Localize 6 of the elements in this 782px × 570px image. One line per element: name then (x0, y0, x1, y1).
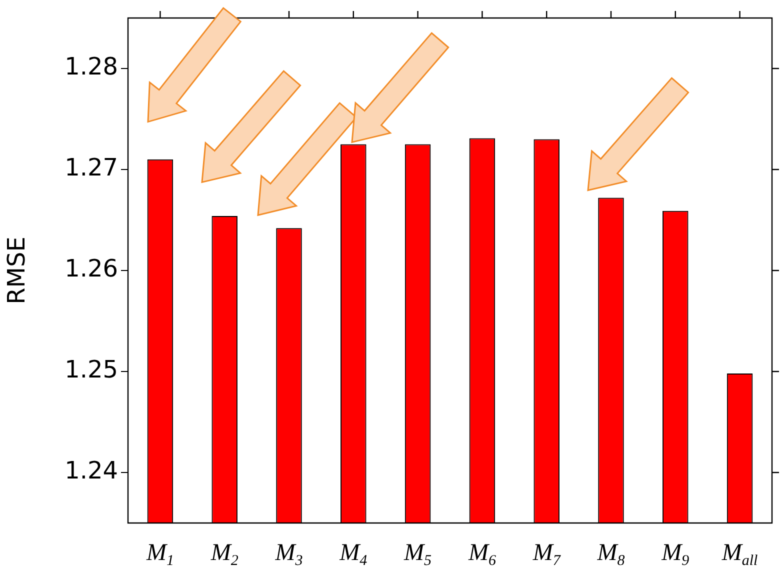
y-tick-label: 1.26 (64, 254, 118, 283)
y-tick-label: 1.27 (64, 154, 118, 182)
y-tick-label: 1.28 (64, 52, 118, 81)
y-axis-title: RMSE (2, 236, 31, 304)
y-tick-label: 1.25 (64, 356, 118, 384)
y-tick-label: 1.24 (64, 456, 118, 485)
